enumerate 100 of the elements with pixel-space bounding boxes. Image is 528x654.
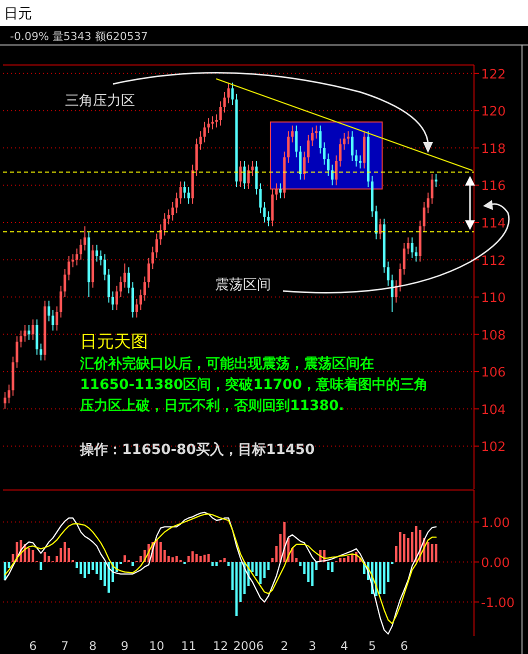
- candlestick: [223, 92, 226, 114]
- candlestick: [287, 130, 290, 164]
- bar: [44, 552, 46, 562]
- y-tick-label: 104: [481, 402, 506, 418]
- candlestick: [84, 226, 86, 251]
- bar: [64, 542, 66, 562]
- bar: [199, 556, 202, 562]
- candlestick: [215, 114, 218, 128]
- candlestick: [56, 306, 58, 332]
- bar: [430, 544, 434, 562]
- candlestick: [123, 262, 126, 288]
- candlestick: [410, 236, 414, 258]
- bar: [108, 562, 110, 593]
- candlestick: [339, 138, 342, 168]
- annotation: 操作：11650-80买入，目标11450: [79, 442, 315, 458]
- candlestick: [187, 186, 190, 204]
- candlestick: [311, 126, 314, 147]
- bar: [211, 562, 214, 566]
- candlestick: [323, 142, 326, 166]
- y-tick-label: 1.00: [481, 516, 510, 531]
- x-tick-label: 11: [180, 639, 196, 653]
- bar: [331, 562, 334, 572]
- bar: [155, 540, 158, 562]
- candlestick: [374, 205, 378, 240]
- candlestick: [295, 125, 298, 158]
- y-tick-label: 106: [481, 366, 506, 381]
- candlestick: [354, 149, 358, 168]
- candlestick: [303, 151, 306, 180]
- bar: [343, 558, 346, 562]
- bar: [339, 558, 342, 562]
- candlestick: [108, 268, 110, 304]
- candlestick: [350, 130, 354, 162]
- bar: [382, 562, 386, 594]
- candlestick: [275, 182, 278, 201]
- candlestick: [203, 121, 206, 143]
- y-tick-label: 102: [481, 440, 506, 456]
- bar: [32, 550, 34, 562]
- candlestick: [207, 118, 210, 134]
- candlestick: [4, 392, 6, 410]
- bar: [80, 562, 82, 574]
- candlestick: [171, 201, 174, 222]
- bar: [124, 555, 126, 562]
- bar: [159, 542, 162, 562]
- candlestick: [199, 130, 202, 150]
- candlestick: [434, 174, 438, 188]
- bar: [132, 562, 134, 566]
- candlestick: [247, 164, 250, 190]
- bar: [195, 554, 198, 562]
- candlestick: [64, 268, 66, 298]
- bar: [28, 548, 30, 562]
- x-tick-label: 10: [149, 639, 164, 653]
- candlestick: [100, 250, 102, 266]
- x-tick-label: 5: [368, 639, 376, 653]
- candlestick: [398, 262, 402, 292]
- x-tick-label: 3: [308, 639, 316, 653]
- bar: [175, 556, 178, 562]
- bar: [88, 562, 90, 574]
- candlestick: [111, 290, 114, 311]
- bar: [414, 526, 418, 562]
- y-tick-label: 110: [481, 291, 506, 306]
- bar: [426, 542, 430, 562]
- candlestick: [28, 324, 30, 340]
- candlestick: [259, 182, 262, 214]
- bar: [283, 522, 286, 562]
- candlestick: [60, 285, 62, 318]
- candlestick: [127, 266, 130, 294]
- bar: [207, 554, 210, 562]
- annotation: 压力区上破，日元不利，否则回到11380.: [79, 398, 344, 414]
- x-tick-label: 4: [340, 639, 348, 653]
- y-tick-label: 120: [481, 104, 506, 120]
- candlestick: [48, 300, 50, 322]
- candlestick: [279, 182, 282, 199]
- candlestick: [52, 310, 54, 332]
- candlestick: [378, 218, 382, 240]
- candlestick: [147, 257, 150, 288]
- candlestick: [175, 192, 178, 214]
- candlestick: [167, 208, 170, 225]
- candlestick: [119, 276, 122, 298]
- candlestick: [299, 146, 302, 180]
- x-tick-label: 7: [61, 639, 69, 653]
- candlestick: [135, 298, 138, 318]
- candlestick: [255, 160, 258, 196]
- candlestick: [76, 248, 78, 266]
- candlestick: [251, 160, 254, 176]
- bar: [402, 534, 406, 562]
- bar: [398, 532, 402, 562]
- bar: [379, 562, 382, 594]
- annotation: 11650-11380区间，突破11700，意味着图中的三角: [80, 376, 428, 393]
- candlestick: [151, 246, 154, 270]
- x-tick-label: 2: [280, 639, 288, 653]
- candlestick: [263, 201, 266, 223]
- bar: [48, 556, 50, 562]
- candlestick: [319, 125, 322, 154]
- candlestick: [68, 256, 70, 281]
- bar: [171, 557, 174, 562]
- candlestick: [139, 289, 142, 311]
- y-tick-label: 122: [481, 67, 506, 82]
- x-tick-label: 6: [29, 639, 37, 653]
- candlestick: [315, 125, 318, 140]
- bar: [311, 562, 314, 586]
